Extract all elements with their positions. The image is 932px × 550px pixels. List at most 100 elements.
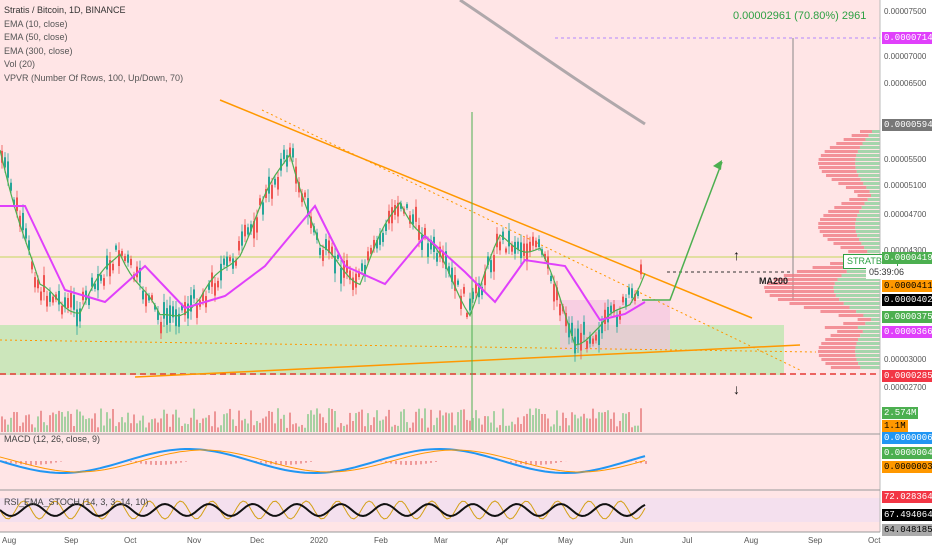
candle-body: [145, 293, 147, 307]
volume-bar: [49, 415, 51, 432]
volume-bar: [412, 422, 414, 432]
vpvr-bar: [859, 146, 880, 149]
volume-bar: [193, 408, 195, 432]
candle-body: [553, 284, 555, 302]
candle-body: [157, 310, 159, 320]
volume-bar: [628, 412, 630, 432]
volume-bar: [61, 412, 63, 432]
volume-bar: [211, 426, 213, 432]
candle-body: [166, 308, 168, 325]
volume-bar: [583, 413, 585, 432]
vpvr-bar: [867, 250, 880, 253]
price-tag: 67.49406489: [882, 509, 932, 521]
candle-body: [193, 289, 195, 299]
vpvr-bar: [823, 214, 858, 217]
candle-body: [511, 244, 513, 252]
candle-body: [28, 240, 30, 251]
candle-body: [355, 273, 357, 288]
volume-bar: [16, 412, 18, 432]
candle-body: [106, 255, 108, 270]
macd-histogram-bar: [410, 461, 412, 465]
macd-histogram-bar: [295, 461, 297, 465]
macd-histogram-bar: [520, 461, 522, 465]
macd-histogram-bar: [645, 461, 647, 464]
volume-bar: [484, 416, 486, 432]
candle-body: [487, 256, 489, 265]
candle-body: [139, 267, 141, 283]
candle-body: [508, 230, 510, 247]
volume-bar: [445, 412, 447, 432]
candle-body: [634, 293, 636, 301]
volume-bar: [169, 426, 171, 432]
volume-bar: [475, 410, 477, 432]
volume-bar: [238, 410, 240, 432]
price-tag: 0.00003664: [882, 326, 932, 338]
candle-body: [361, 263, 363, 271]
vpvr-bar: [803, 306, 850, 309]
macd-histogram-bar: [35, 461, 37, 465]
macd-line: [0, 447, 646, 475]
candle-body: [469, 298, 471, 311]
volume-bar: [208, 415, 210, 432]
candle-body: [334, 255, 336, 274]
candle-body: [310, 216, 312, 229]
time-tick-label: Nov: [187, 536, 202, 545]
candle-body: [202, 292, 204, 302]
volume-bar: [256, 421, 258, 432]
candle-body: [397, 202, 399, 217]
candle-body: [607, 306, 609, 323]
candle-body: [16, 197, 18, 211]
volume-bar: [286, 427, 288, 432]
candle-body: [244, 224, 246, 237]
candle-body: [238, 240, 240, 251]
volume-bar: [373, 417, 375, 432]
vpvr-bar: [843, 302, 880, 305]
vpvr-bar: [856, 358, 880, 361]
macd-histogram-bar: [555, 461, 557, 464]
volume-bar: [133, 414, 135, 432]
candle-body: [448, 266, 450, 274]
candle-body: [103, 278, 105, 286]
macd-histogram-bar: [385, 461, 387, 463]
vpvr-bar: [837, 278, 880, 281]
candle-body: [25, 228, 27, 239]
volume-bar: [520, 423, 522, 432]
price-tag: 0.00005948: [882, 119, 932, 131]
volume-bar: [439, 410, 441, 432]
time-tick-label: Feb: [374, 536, 388, 545]
candle-body: [595, 334, 597, 341]
candle-body: [109, 260, 111, 277]
chart-legend: Stratis / Bitcoin, 1D, BINANCE EMA (10, …: [4, 4, 183, 85]
rsi-label: RSI_EMA_STOCH (14, 3, 3, 14, 10): [4, 497, 149, 507]
volume-bar: [382, 419, 384, 432]
volume-bar: [190, 417, 192, 432]
macd-histogram-bar: [430, 461, 432, 463]
candle-body: [229, 256, 231, 262]
volume-bar: [526, 413, 528, 432]
volume-bar: [154, 418, 156, 432]
candle-body: [121, 251, 123, 256]
volume-bar: [406, 422, 408, 432]
candle-body: [505, 248, 507, 253]
volume-bar: [283, 414, 285, 432]
volume-bar: [220, 425, 222, 432]
time-tick-label: Dec: [250, 536, 265, 545]
vpvr-bar: [856, 154, 880, 157]
macd-histogram-bar: [185, 461, 187, 462]
vpvr-bar: [818, 350, 856, 353]
volume-bar: [601, 412, 603, 432]
volume-bar: [280, 418, 282, 432]
candle-body: [412, 214, 414, 225]
vpvr-bar: [855, 230, 880, 233]
candle-body: [622, 296, 624, 303]
macd-histogram-bar: [50, 461, 52, 464]
macd-histogram-bar: [380, 461, 382, 462]
candle-body: [451, 267, 453, 282]
macd-histogram-bar: [540, 461, 542, 465]
volume-bar: [388, 409, 390, 432]
volume-bar: [508, 425, 510, 432]
volume-bar: [529, 408, 531, 432]
candle-body: [445, 251, 447, 269]
volume-bar: [424, 408, 426, 432]
